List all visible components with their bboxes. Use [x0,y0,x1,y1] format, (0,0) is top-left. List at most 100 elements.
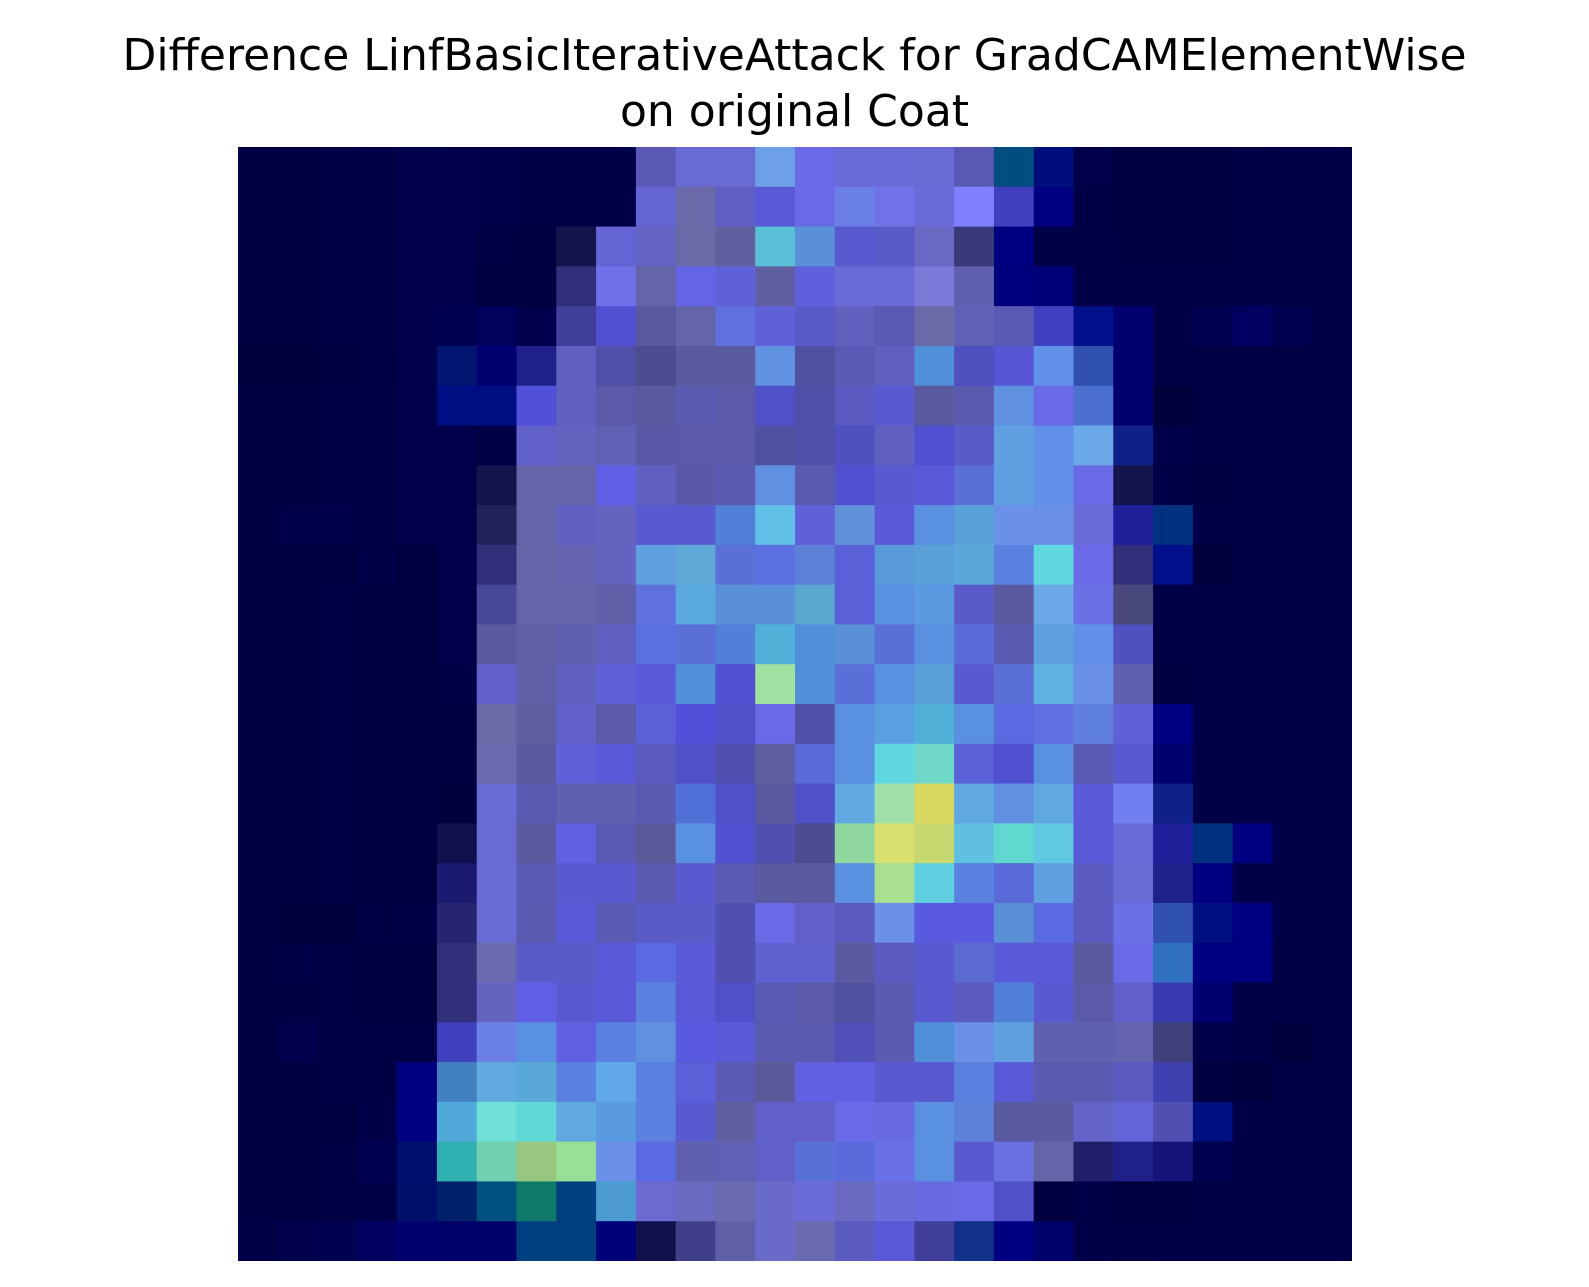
heatmap-cell-r16-c23 [1153,783,1194,824]
heatmap-cell-r8-c13 [755,465,796,506]
heatmap-cell-r13-c10 [635,664,677,705]
heatmap-cell-r18-c2 [317,863,358,904]
heatmap-cell-r5-c19 [993,345,1035,387]
heatmap-cell-r22-c8 [556,1022,597,1063]
heatmap-cell-r6-c10 [635,385,677,427]
heatmap-cell-r19-c11 [675,902,717,944]
heatmap-cell-r15-c15 [834,743,876,785]
heatmap-cell-r13-c19 [993,664,1035,705]
heatmap-cell-r26-c27 [1312,1181,1352,1222]
heatmap-cell-r21-c0 [238,982,279,1023]
heatmap-cell-r22-c17 [914,1022,955,1063]
heatmap-cell-r14-c14 [795,704,836,745]
heatmap-cell-r9-c27 [1312,505,1352,546]
heatmap-cell-r13-c23 [1153,664,1194,705]
heatmap-cell-r27-c19 [993,1221,1035,1261]
heatmap-cell-r23-c4 [397,1062,438,1103]
heatmap-cell-r11-c6 [476,584,518,626]
heatmap-cell-r20-c6 [476,942,518,984]
heatmap-cell-r21-c1 [277,982,319,1023]
heatmap-cell-r11-c0 [238,584,279,626]
heatmap-cell-r11-c26 [1272,584,1313,626]
heatmap-cell-r27-c12 [715,1221,756,1261]
heatmap-cell-r18-c18 [954,863,995,904]
heatmap-cell-r20-c17 [914,942,955,984]
heatmap-cell-r1-c9 [596,186,637,228]
heatmap-cell-r1-c6 [476,186,518,228]
heatmap-cell-r12-c26 [1272,624,1313,665]
heatmap-cell-r4-c13 [755,306,796,347]
heatmap-cell-r1-c0 [238,186,279,228]
heatmap-cell-r11-c19 [993,584,1035,626]
heatmap-cell-r19-c4 [397,902,438,944]
heatmap-cell-r17-c2 [317,823,358,864]
heatmap-cell-r15-c2 [317,743,358,785]
heatmap-cell-r0-c24 [1192,147,1234,188]
heatmap-cell-r14-c26 [1272,704,1313,745]
heatmap-cell-r21-c22 [1113,982,1154,1023]
heatmap-cell-r22-c15 [834,1022,876,1063]
heatmap-cell-r16-c22 [1113,783,1154,824]
heatmap-cell-r12-c9 [596,624,637,665]
heatmap-cell-r10-c23 [1153,544,1194,586]
heatmap-cell-r8-c9 [596,465,637,506]
heatmap-cell-r24-c17 [914,1101,955,1143]
heatmap-cell-r24-c14 [795,1101,836,1143]
heatmap-cell-r27-c10 [635,1221,677,1261]
heatmap-cell-r2-c4 [397,226,438,267]
heatmap-cell-r26-c7 [516,1181,557,1222]
heatmap-cell-r17-c3 [357,823,398,864]
heatmap-cell-r1-c7 [516,186,557,228]
heatmap-cell-r9-c20 [1033,505,1075,546]
heatmap-cell-r1-c19 [993,186,1035,228]
heatmap-cell-r9-c3 [357,505,398,546]
heatmap-cell-r21-c12 [715,982,756,1023]
heatmap-cell-r10-c7 [516,544,557,586]
heatmap-cell-r23-c5 [436,1062,478,1103]
heatmap-cell-r10-c14 [795,544,836,586]
heatmap-cell-r26-c15 [834,1181,876,1222]
heatmap-cell-r21-c14 [795,982,836,1023]
heatmap-cell-r11-c15 [834,584,876,626]
heatmap-cell-r14-c2 [317,704,358,745]
heatmap-cell-r17-c27 [1312,823,1352,864]
heatmap-cell-r16-c0 [238,783,279,824]
heatmap-cell-r2-c5 [436,226,478,267]
heatmap-cell-r25-c3 [357,1141,398,1183]
heatmap-cell-r26-c24 [1192,1181,1234,1222]
heatmap-cell-r11-c5 [436,584,478,626]
heatmap-cell-r10-c1 [277,544,319,586]
heatmap-cell-r0-c14 [795,147,836,188]
heatmap-cell-r13-c5 [436,664,478,705]
heatmap-cell-r2-c1 [277,226,319,267]
heatmap-cell-r2-c13 [755,226,796,267]
heatmap-cell-r22-c0 [238,1022,279,1063]
heatmap-cell-r12-c0 [238,624,279,665]
heatmap-cell-r6-c8 [556,385,597,427]
heatmap-cell-r18-c10 [635,863,677,904]
heatmap-cell-r21-c21 [1073,982,1114,1023]
heatmap-cell-r4-c4 [397,306,438,347]
heatmap-cell-r4-c22 [1113,306,1154,347]
heatmap-cell-r6-c27 [1312,385,1352,427]
heatmap-cell-r13-c18 [954,664,995,705]
heatmap-cell-r13-c3 [357,664,398,705]
heatmap-cell-r4-c2 [317,306,358,347]
heatmap-cell-r9-c8 [556,505,597,546]
heatmap-cell-r3-c6 [476,266,518,307]
heatmap-cell-r6-c17 [914,385,955,427]
heatmap-cell-r13-c16 [874,664,915,705]
heatmap-cell-r17-c7 [516,823,557,864]
heatmap-cell-r19-c14 [795,902,836,944]
heatmap-cell-r4-c25 [1232,306,1274,347]
heatmap-cell-r14-c24 [1192,704,1234,745]
heatmap-cell-r21-c15 [834,982,876,1023]
heatmap-cell-r24-c26 [1272,1101,1313,1143]
heatmap-cell-r16-c9 [596,783,637,824]
heatmap-cell-r15-c7 [516,743,557,785]
heatmap-cell-r11-c2 [317,584,358,626]
heatmap-cell-r18-c1 [277,863,319,904]
heatmap-cell-r10-c15 [834,544,876,586]
heatmap-cell-r5-c11 [675,345,717,387]
heatmap-cell-r15-c0 [238,743,279,785]
